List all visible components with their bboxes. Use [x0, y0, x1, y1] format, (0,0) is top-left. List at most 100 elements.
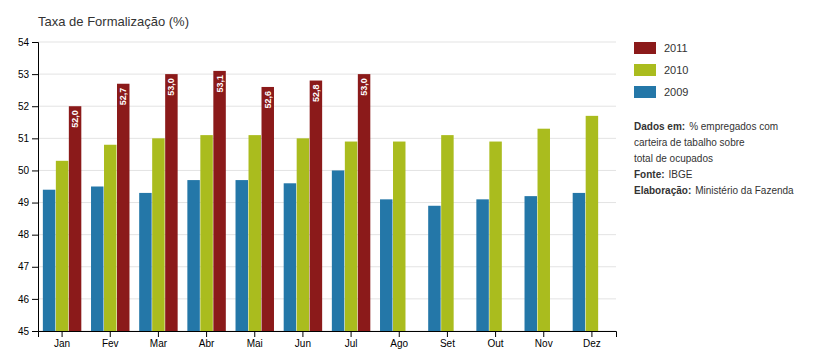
legend-item: 2009: [634, 86, 688, 98]
legend-swatch: [634, 64, 656, 76]
x-axis: Jan Fev Mar Abr Mai Jun Jul Ago Set Out Nov Dez: [39, 331, 617, 349]
y-tick-label: 47: [18, 261, 30, 272]
x-tick-label: Jan: [54, 338, 70, 349]
y-tick-mark: [32, 299, 38, 300]
x-tick-mark: [158, 331, 159, 337]
y-tick-mark: [32, 170, 38, 171]
grid-line: [38, 74, 616, 75]
bar: [441, 135, 453, 331]
bar: [586, 116, 598, 331]
x-tick-label: Set: [440, 338, 455, 349]
bar: [91, 187, 103, 332]
x-tick-mark: [351, 331, 352, 337]
bar-series: [56, 116, 598, 331]
y-tick: 53: [18, 69, 38, 80]
legend-item: 2010: [634, 64, 688, 76]
x-tick-label: Jun: [295, 338, 311, 349]
bar: [187, 180, 199, 331]
bar: [200, 135, 212, 331]
bar: [428, 206, 440, 331]
y-tick-label: 46: [18, 294, 30, 305]
y-tick-mark: [32, 267, 38, 268]
bar: [69, 106, 81, 331]
x-tick: Mar: [150, 331, 168, 349]
chart-title: Taxa de Formalização (%): [38, 14, 189, 29]
data-label: 52,8: [311, 85, 321, 103]
data-labels: 52,052,753,053,152,652,853,0: [70, 75, 369, 128]
grid: [38, 42, 616, 331]
y-tick: 52: [18, 101, 38, 112]
x-tick-mark: [447, 331, 448, 337]
x-axis-line: [39, 332, 617, 338]
data-label: 52,7: [118, 88, 128, 106]
x-tick-mark: [591, 331, 592, 337]
data-label: 53,0: [166, 78, 176, 96]
y-tick-mark: [32, 235, 38, 236]
bar: [489, 142, 501, 331]
bar: [249, 135, 261, 331]
bar: [393, 142, 405, 331]
x-tick-label: Abr: [199, 338, 215, 349]
y-axis-line: [32, 43, 39, 332]
x-tick-label: Nov: [535, 338, 553, 349]
bar: [139, 193, 151, 331]
y-tick: 45: [18, 326, 38, 337]
x-tick: Out: [488, 331, 504, 349]
x-tick-label: Jul: [345, 338, 358, 349]
bar: [345, 142, 357, 331]
bar: [538, 129, 550, 331]
annotation: Elaboração:: [634, 185, 691, 196]
bar: [380, 199, 392, 331]
y-tick-label: 51: [18, 133, 30, 144]
annotation: total de ocupados: [634, 153, 713, 164]
bar: [165, 74, 177, 331]
y-tick-mark: [32, 74, 38, 75]
annotation: Dados em:: [634, 121, 685, 132]
y-tick-label: 52: [18, 101, 30, 112]
annotation: % empregados com: [689, 121, 778, 132]
y-tick-label: 54: [18, 37, 30, 48]
y-tick: 54: [18, 37, 38, 48]
y-axis: 45 46 47 48 49 50 51 52 53 54: [18, 37, 39, 337]
x-tick-mark: [302, 331, 303, 337]
x-tick: Fev: [102, 331, 119, 349]
x-tick-label: Mai: [247, 338, 263, 349]
x-tick-mark: [110, 331, 111, 337]
bar: [573, 193, 585, 331]
x-tick-mark: [399, 331, 400, 337]
y-tick: 46: [18, 294, 38, 305]
y-tick-label: 49: [18, 197, 30, 208]
y-tick-label: 48: [18, 229, 30, 240]
y-tick-mark: [32, 331, 38, 332]
x-tick: Jun: [295, 331, 311, 349]
annotation: carteira de tabalho sobre: [634, 137, 745, 148]
bar: [43, 190, 55, 331]
x-tick: Ago: [390, 331, 408, 349]
x-tick: Dez: [583, 331, 601, 349]
y-tick: 48: [18, 229, 38, 240]
y-tick-label: 53: [18, 69, 30, 80]
x-tick-label: Ago: [390, 338, 408, 349]
y-tick: 49: [18, 197, 38, 208]
data-label: 52,0: [70, 110, 80, 128]
data-label: 53,1: [215, 75, 225, 93]
bar: [310, 81, 322, 331]
x-tick-mark: [254, 331, 255, 337]
bar: [476, 199, 488, 331]
bar: [358, 74, 370, 331]
x-tick: Nov: [535, 331, 553, 349]
y-tick-mark: [32, 203, 38, 204]
x-tick: Set: [440, 331, 455, 349]
annotations: Dados em: % empregados com carteira de tab…: [634, 121, 794, 196]
x-tick: Jul: [345, 331, 358, 349]
bar: [284, 183, 296, 331]
x-tick-mark: [206, 331, 207, 337]
y-tick-mark: [32, 42, 38, 43]
annotation: Fonte:: [634, 169, 665, 180]
x-tick: Mai: [247, 331, 263, 349]
y-tick: 47: [18, 261, 38, 272]
x-tick-label: Dez: [583, 338, 601, 349]
legend-label: 2011: [664, 42, 688, 54]
legend-swatch: [634, 86, 656, 98]
y-tick-label: 50: [18, 165, 30, 176]
